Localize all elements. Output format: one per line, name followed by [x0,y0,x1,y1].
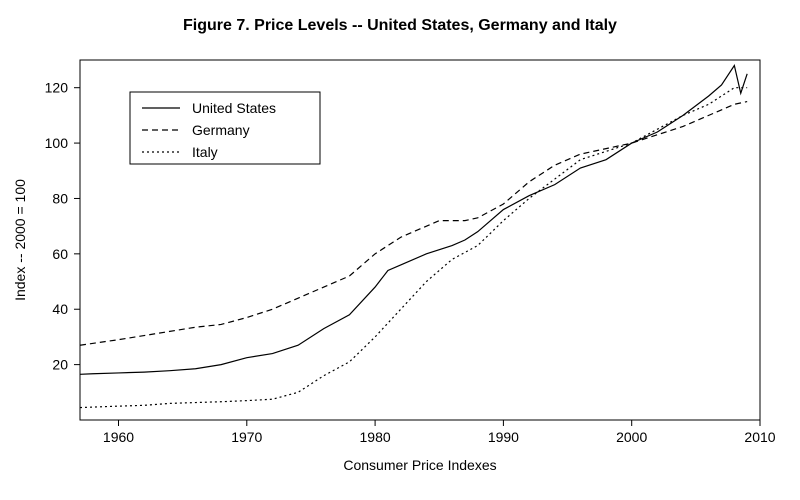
x-tick-label: 1970 [231,429,262,445]
x-tick-label: 1980 [360,429,391,445]
x-tick-label: 1960 [103,429,134,445]
x-tick-label: 1990 [488,429,519,445]
y-tick-label: 100 [45,135,69,151]
y-axis-title: Index -- 2000 = 100 [12,179,28,301]
price-levels-chart: Figure 7. Price Levels -- United States,… [0,0,800,500]
x-tick-label: 2000 [616,429,647,445]
y-tick-label: 60 [52,246,68,262]
y-tick-label: 80 [52,190,68,206]
series-united-states [80,66,747,375]
y-tick-label: 40 [52,301,68,317]
legend-label: Germany [192,122,250,138]
chart-container: Figure 7. Price Levels -- United States,… [0,0,800,500]
chart-title: Figure 7. Price Levels -- United States,… [183,17,617,34]
y-tick-label: 120 [45,80,69,96]
series-italy [80,88,747,408]
plot-frame [80,60,760,420]
legend-label: United States [192,100,276,116]
x-tick-label: 2010 [744,429,775,445]
series-germany [80,102,747,346]
y-tick-label: 20 [52,357,68,373]
x-axis-title: Consumer Price Indexes [343,457,496,473]
legend-label: Italy [192,144,218,160]
